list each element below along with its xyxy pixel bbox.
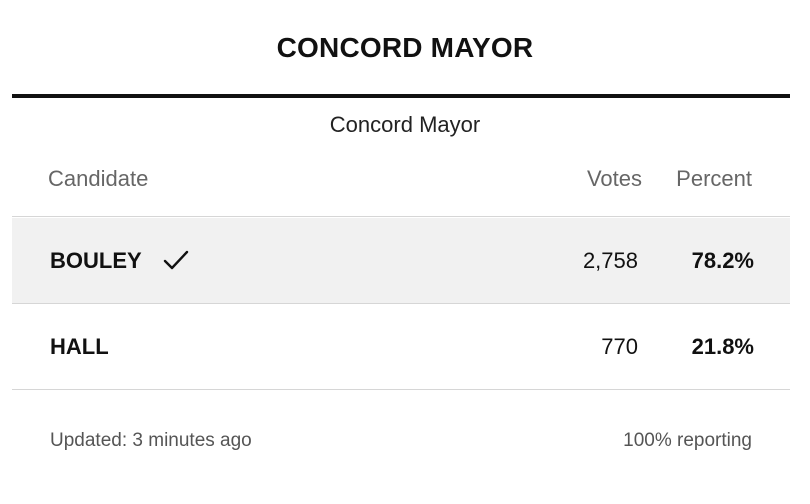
candidate-percent: 21.8% <box>691 334 754 359</box>
candidate-percent: 78.2% <box>691 248 754 273</box>
candidate-votes: 2,758 <box>582 248 638 273</box>
candidate-name: BOULEY <box>50 248 142 273</box>
table-row: BOULEY 2,758 78.2% <box>12 218 790 304</box>
candidate-name: HALL <box>50 334 109 359</box>
column-header-percent: Percent <box>676 166 752 191</box>
results-table-header: Candidate Votes Percent <box>12 162 790 217</box>
table-row: HALL 770 21.8% <box>12 304 790 390</box>
race-subtitle: Concord Mayor <box>329 112 481 137</box>
updated-timestamp: Updated: 3 minutes ago <box>50 430 252 451</box>
checkmark-icon <box>162 248 190 272</box>
reporting-status: 100% reporting <box>623 430 752 451</box>
page-title: CONCORD MAYOR <box>276 32 534 63</box>
column-header-votes: Votes <box>586 166 642 191</box>
candidate-votes: 770 <box>601 334 638 359</box>
column-header-candidate: Candidate <box>48 166 149 191</box>
title-divider <box>12 94 790 98</box>
